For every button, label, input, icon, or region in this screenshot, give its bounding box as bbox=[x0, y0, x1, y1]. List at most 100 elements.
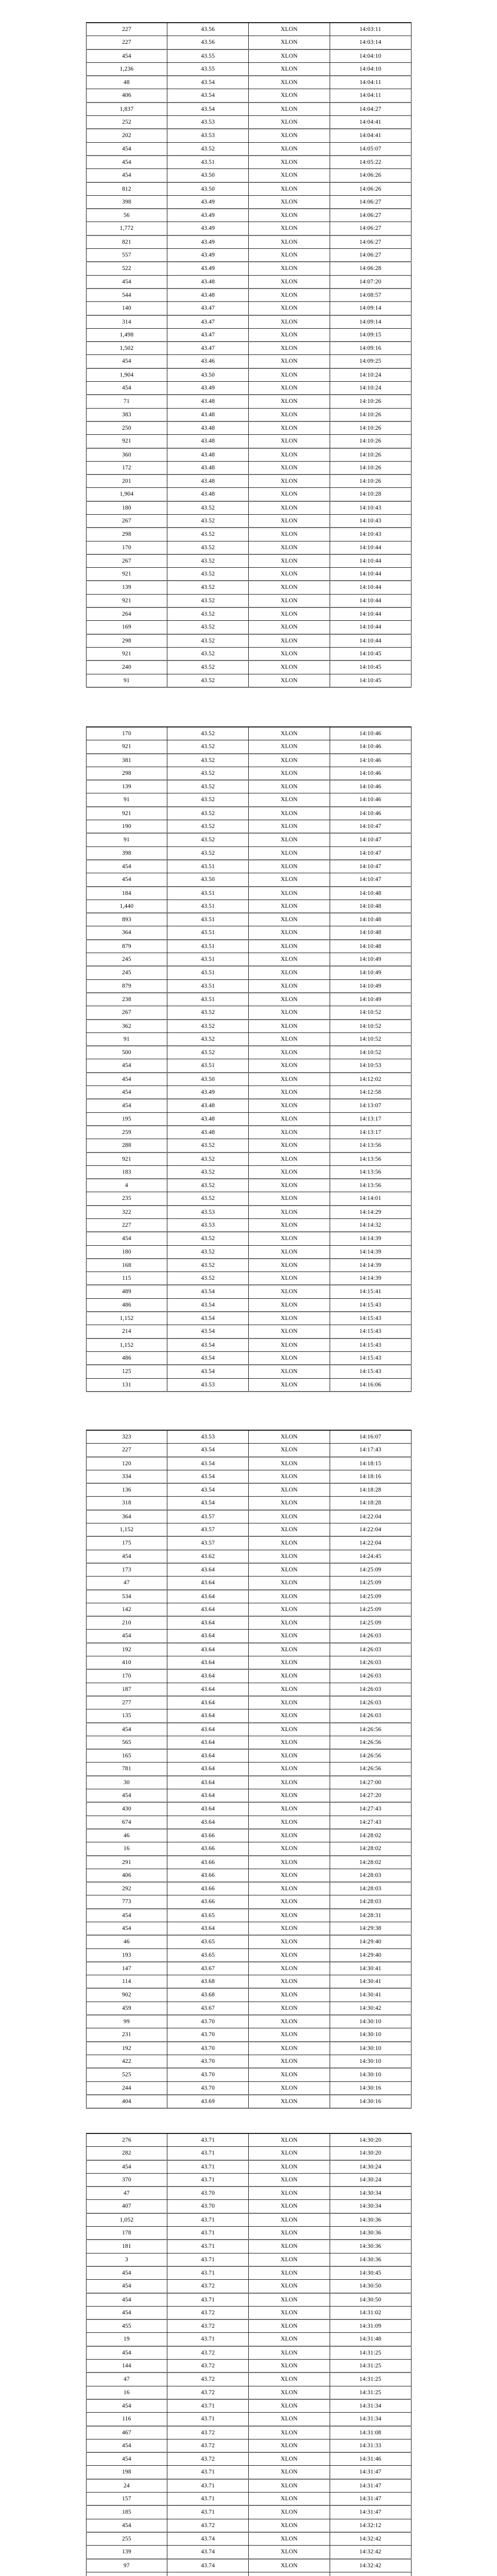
cell-venue: XLON bbox=[248, 501, 330, 515]
cell-time: 14:10:47 bbox=[329, 873, 412, 887]
cell-price: 43.52 bbox=[167, 514, 249, 529]
cell-time: 14:30:16 bbox=[329, 2094, 412, 2109]
cell-price: 43.51 bbox=[167, 886, 249, 900]
cell-venue: XLON bbox=[248, 779, 330, 794]
cell-venue: XLON bbox=[248, 2426, 330, 2439]
cell-volume: 821 bbox=[85, 235, 168, 249]
cell-venue: XLON bbox=[248, 634, 330, 648]
cell-price: 43.53 bbox=[167, 1430, 249, 1444]
cell-volume: 227 bbox=[85, 22, 168, 37]
table-row: 467 43.72 XLON 14:31:08 bbox=[85, 2426, 412, 2439]
cell-volume: 454 bbox=[85, 2266, 168, 2280]
cell-volume: 235 bbox=[85, 1192, 168, 1206]
table-row: 3 43.71 XLON 14:30:36 bbox=[85, 2252, 412, 2267]
table-row: 454 43.48 XLON 14:13:07 bbox=[85, 1098, 412, 1113]
cell-volume: 486 bbox=[85, 1298, 168, 1313]
cell-volume: 245 bbox=[85, 953, 168, 967]
cell-venue: XLON bbox=[248, 1629, 330, 1643]
cell-price: 43.48 bbox=[167, 474, 249, 488]
cell-venue: XLON bbox=[248, 2146, 330, 2161]
cell-time: 14:31:46 bbox=[329, 2452, 412, 2466]
cell-price: 43.53 bbox=[167, 1205, 249, 1219]
cell-venue: XLON bbox=[248, 261, 330, 276]
cell-price: 43.54 bbox=[167, 102, 249, 116]
cell-venue: XLON bbox=[248, 1735, 330, 1750]
cell-time: 14:10:44 bbox=[329, 567, 412, 582]
cell-time: 14:18:28 bbox=[329, 1496, 412, 1511]
cell-volume: 181 bbox=[85, 2239, 168, 2253]
cell-price: 43.57 bbox=[167, 1510, 249, 1524]
cell-volume: 454 bbox=[85, 275, 168, 289]
cell-price: 43.47 bbox=[167, 301, 249, 316]
table-row: 454 43.72 XLON 14:31:02 bbox=[85, 2306, 412, 2320]
table-row: 1,772 43.49 XLON 14:06:27 bbox=[85, 222, 412, 236]
cell-volume: 210 bbox=[85, 1616, 168, 1630]
cell-time: 14:15:41 bbox=[329, 1284, 412, 1299]
cell-price: 43.51 bbox=[167, 859, 249, 874]
table-row: 370 43.71 XLON 14:30:24 bbox=[85, 2173, 412, 2188]
cell-time: 14:31:47 bbox=[329, 2479, 412, 2493]
table-row: 91 43.52 XLON 14:10:47 bbox=[85, 833, 412, 847]
cell-venue: XLON bbox=[248, 1338, 330, 1352]
cell-volume: 16 bbox=[85, 2385, 168, 2400]
cell-time: 14:10:48 bbox=[329, 886, 412, 900]
table-row: 91 43.52 XLON 14:10:45 bbox=[85, 673, 412, 688]
cell-volume: 252 bbox=[85, 115, 168, 130]
cell-time: 14:10:24 bbox=[329, 381, 412, 396]
cell-time: 14:10:44 bbox=[329, 554, 412, 568]
cell-venue: XLON bbox=[248, 1961, 330, 1976]
table-row: 383 43.48 XLON 14:10:26 bbox=[85, 408, 412, 422]
table-row: 168 43.52 XLON 14:14:39 bbox=[85, 1258, 412, 1273]
cell-time: 14:27:00 bbox=[329, 1775, 412, 1790]
cell-price: 43.72 bbox=[167, 2518, 249, 2533]
cell-time: 14:17:43 bbox=[329, 1443, 412, 1458]
cell-time: 14:32:42 bbox=[329, 2558, 412, 2572]
cell-price: 43.62 bbox=[167, 1549, 249, 1564]
table-row: 454 43.72 XLON 14:30:50 bbox=[85, 2279, 412, 2294]
cell-venue: XLON bbox=[248, 168, 330, 183]
cell-volume: 120 bbox=[85, 1456, 168, 1470]
cell-volume: 114 bbox=[85, 1975, 168, 1989]
cell-price: 43.72 bbox=[167, 2359, 249, 2374]
table-row: 172 43.48 XLON 14:10:26 bbox=[85, 461, 412, 476]
table-row: 91 43.52 XLON 14:10:52 bbox=[85, 1032, 412, 1047]
cell-price: 43.57 bbox=[167, 1523, 249, 1537]
table-row: 1,498 43.47 XLON 14:09:15 bbox=[85, 328, 412, 343]
cell-time: 14:28:02 bbox=[329, 1828, 412, 1843]
cell-venue: XLON bbox=[248, 1762, 330, 1776]
table-row: 173 43.64 XLON 14:25:09 bbox=[85, 1563, 412, 1577]
cell-volume: 91 bbox=[85, 833, 168, 847]
cell-venue: XLON bbox=[248, 2279, 330, 2294]
cell-time: 14:26:56 bbox=[329, 1722, 412, 1736]
cell-venue: XLON bbox=[248, 1802, 330, 1816]
cell-venue: XLON bbox=[248, 421, 330, 435]
cell-time: 14:06:26 bbox=[329, 182, 412, 196]
cell-price: 43.55 bbox=[167, 49, 249, 63]
cell-price: 43.71 bbox=[167, 2239, 249, 2253]
cell-volume: 255 bbox=[85, 2532, 168, 2546]
cell-time: 14:15:43 bbox=[329, 1311, 412, 1326]
trade-table: 323 43.53 XLON 14:16:07 227 43.54 XLON 14:17:43… bbox=[85, 1430, 412, 2109]
cell-price: 43.52 bbox=[167, 779, 249, 794]
cell-time: 14:30:10 bbox=[329, 2028, 412, 2042]
cell-venue: XLON bbox=[248, 859, 330, 874]
cell-time: 14:14:29 bbox=[329, 1205, 412, 1219]
cell-venue: XLON bbox=[248, 2306, 330, 2320]
cell-venue: XLON bbox=[248, 341, 330, 355]
cell-price: 43.49 bbox=[167, 248, 249, 263]
cell-venue: XLON bbox=[248, 1364, 330, 1379]
table-row: 276 43.71 XLON 14:30:20 bbox=[85, 2133, 412, 2147]
cell-venue: XLON bbox=[248, 979, 330, 993]
cell-time: 14:30:10 bbox=[329, 2014, 412, 2029]
table-row: 454 43.72 XLON 14:32:12 bbox=[85, 2518, 412, 2533]
cell-volume: 277 bbox=[85, 1696, 168, 1710]
table-row: 454 43.55 XLON 14:04:10 bbox=[85, 49, 412, 63]
cell-venue: XLON bbox=[248, 1523, 330, 1537]
cell-price: 43.71 bbox=[167, 2479, 249, 2493]
cell-volume: 893 bbox=[85, 912, 168, 927]
cell-price: 43.65 bbox=[167, 1908, 249, 1922]
table-row: 19 43.71 XLON 14:31:48 bbox=[85, 2332, 412, 2347]
cell-volume: 879 bbox=[85, 939, 168, 954]
table-row: 298 43.52 XLON 14:10:46 bbox=[85, 766, 412, 781]
cell-price: 43.48 bbox=[167, 1125, 249, 1140]
